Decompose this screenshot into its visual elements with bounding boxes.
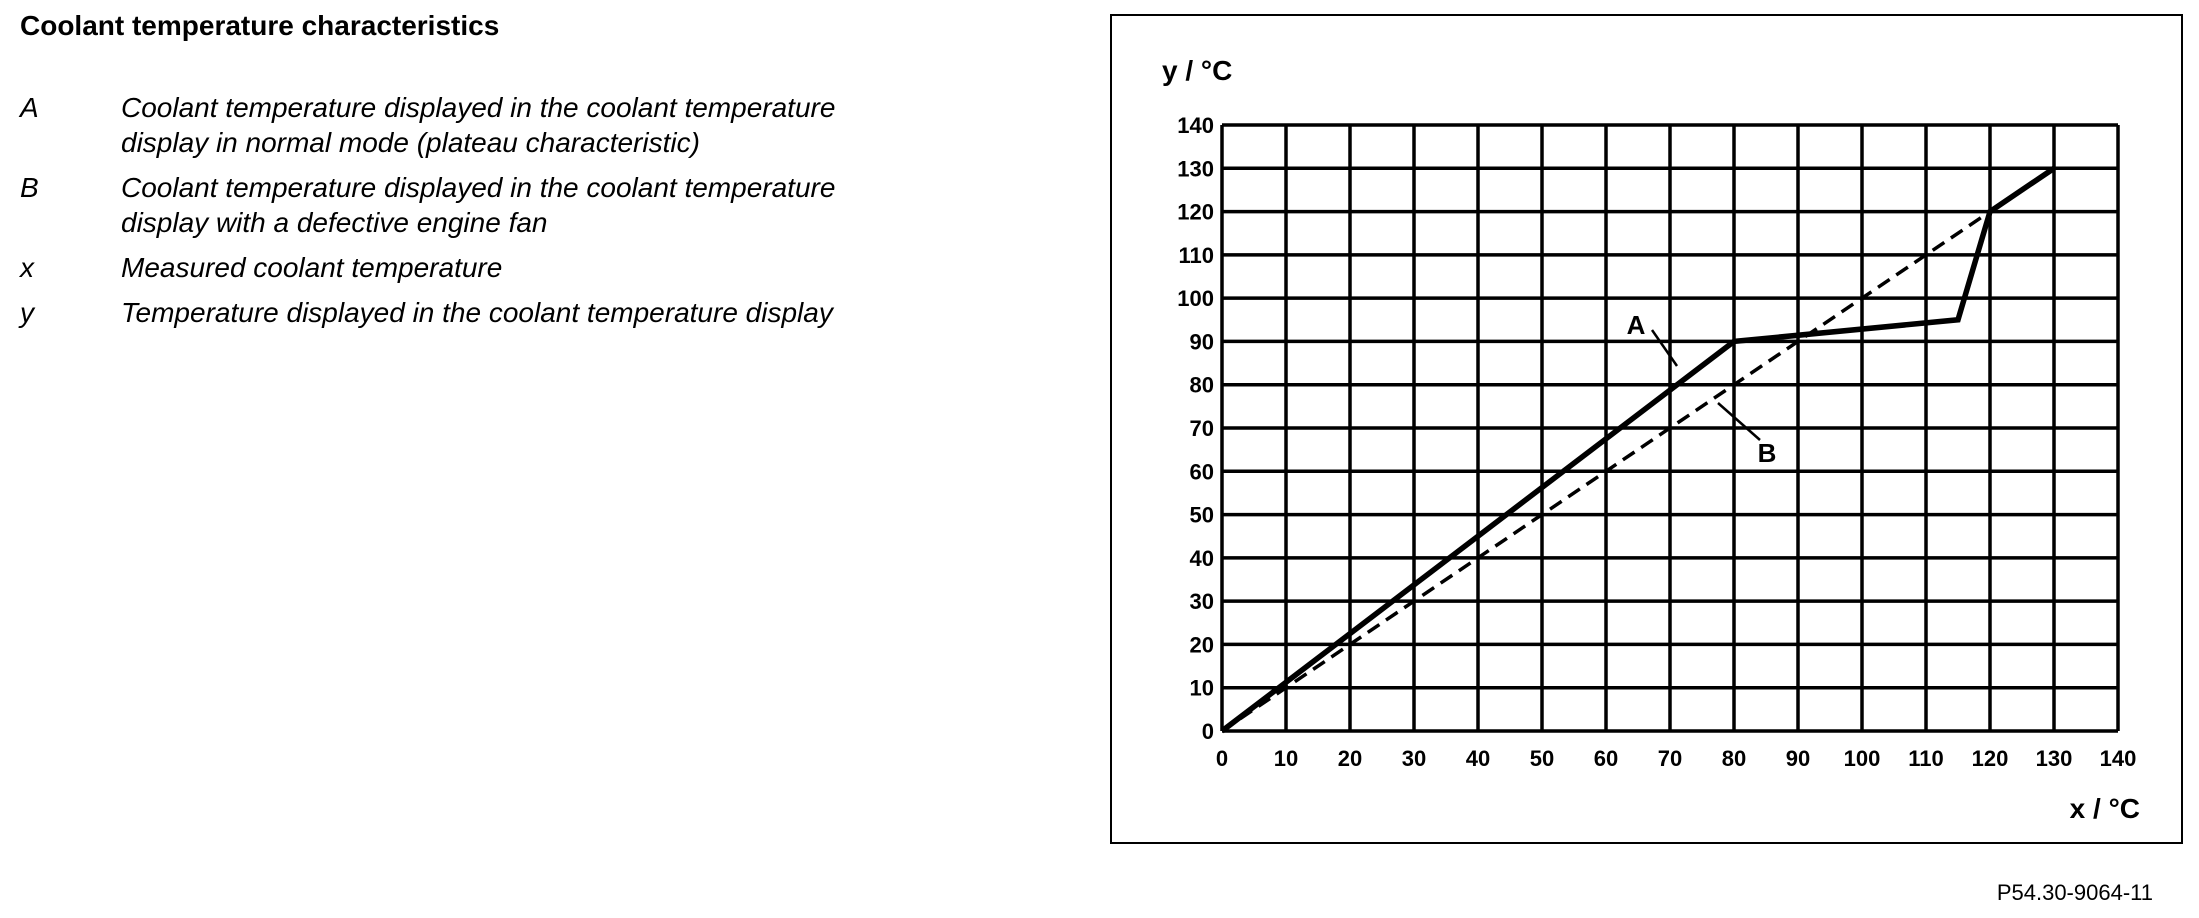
- y-tick-label: 100: [1177, 286, 1214, 311]
- x-axis-label: x / °C: [2070, 793, 2140, 824]
- x-tick-label: 90: [1786, 746, 1810, 771]
- figure-id: P54.30-9064-11: [1997, 880, 2153, 905]
- y-tick-label: 110: [1179, 243, 1215, 268]
- legend-item: A Coolant temperature displayed in the co…: [20, 90, 835, 160]
- x-tick-label: 140: [2100, 746, 2137, 771]
- legend-key: A: [20, 92, 39, 123]
- series-line: [1220, 166, 2056, 734]
- legend-key: B: [20, 172, 39, 203]
- x-tick-label: 0: [1216, 746, 1228, 771]
- legend-line: display with a defective engine fan: [121, 207, 548, 238]
- x-tick-label: 120: [1972, 746, 2009, 771]
- x-tick-label: 50: [1530, 746, 1554, 771]
- legend-line: Temperature displayed in the coolant tem…: [121, 297, 833, 328]
- legend-line: Measured coolant temperature: [121, 252, 503, 283]
- series-label: A: [1627, 310, 1646, 340]
- x-tick-label: 70: [1658, 746, 1682, 771]
- y-tick-label: 10: [1190, 676, 1214, 701]
- frame: [1110, 14, 2183, 844]
- x-tick-label: 60: [1594, 746, 1618, 771]
- callout-line: [1650, 329, 1679, 367]
- legend-desc: Temperature displayed in the coolant tem…: [121, 295, 833, 330]
- legend-item: y Temperature displayed in the coolant te…: [20, 295, 835, 330]
- x-tick-label: 130: [2036, 746, 2073, 771]
- legend-list: A Coolant temperature displayed in the co…: [20, 90, 835, 340]
- legend-key: x: [20, 252, 34, 283]
- y-tick-label: 20: [1190, 632, 1214, 657]
- x-tick-label: 80: [1722, 746, 1746, 771]
- legend-desc: Measured coolant temperature: [121, 250, 502, 285]
- legend-line: Coolant temperature displayed in the coo…: [121, 172, 836, 203]
- x-tick-label: 110: [1908, 746, 1944, 771]
- legend-line: display in normal mode (plateau characte…: [121, 127, 700, 158]
- y-tick-label: 80: [1190, 373, 1214, 398]
- y-tick-label: 30: [1190, 589, 1214, 614]
- y-tick-label: 70: [1190, 416, 1214, 441]
- y-tick-label: 140: [1177, 113, 1214, 138]
- legend-desc: Coolant temperature displayed in the coo…: [121, 170, 835, 240]
- series-label: B: [1758, 438, 1777, 468]
- x-tick-label: 10: [1274, 746, 1298, 771]
- legend-line: Coolant temperature displayed in the coo…: [121, 92, 836, 123]
- y-tick-label: 0: [1202, 719, 1214, 744]
- y-tick-label: 40: [1190, 546, 1214, 571]
- x-tick-label: 40: [1466, 746, 1490, 771]
- callout-line: [1717, 402, 1761, 441]
- series-line: [1221, 210, 1991, 733]
- legend-desc: Coolant temperature displayed in the coo…: [121, 90, 835, 160]
- legend-key: y: [20, 297, 34, 328]
- y-tick-label: 130: [1177, 156, 1214, 181]
- legend-item: x Measured coolant temperature: [20, 250, 835, 285]
- y-tick-label: 120: [1177, 200, 1214, 225]
- y-tick-label: 50: [1190, 503, 1214, 528]
- x-tick-label: 20: [1338, 746, 1362, 771]
- heading: Coolant temperature characteristics: [20, 10, 500, 41]
- y-tick-label: 60: [1190, 459, 1214, 484]
- y-axis-label: y / °C: [1162, 55, 1232, 86]
- x-tick-label: 30: [1402, 746, 1426, 771]
- y-tick-label: 90: [1190, 329, 1214, 354]
- x-tick-label: 100: [1844, 746, 1881, 771]
- legend-item: B Coolant temperature displayed in the co…: [20, 170, 835, 240]
